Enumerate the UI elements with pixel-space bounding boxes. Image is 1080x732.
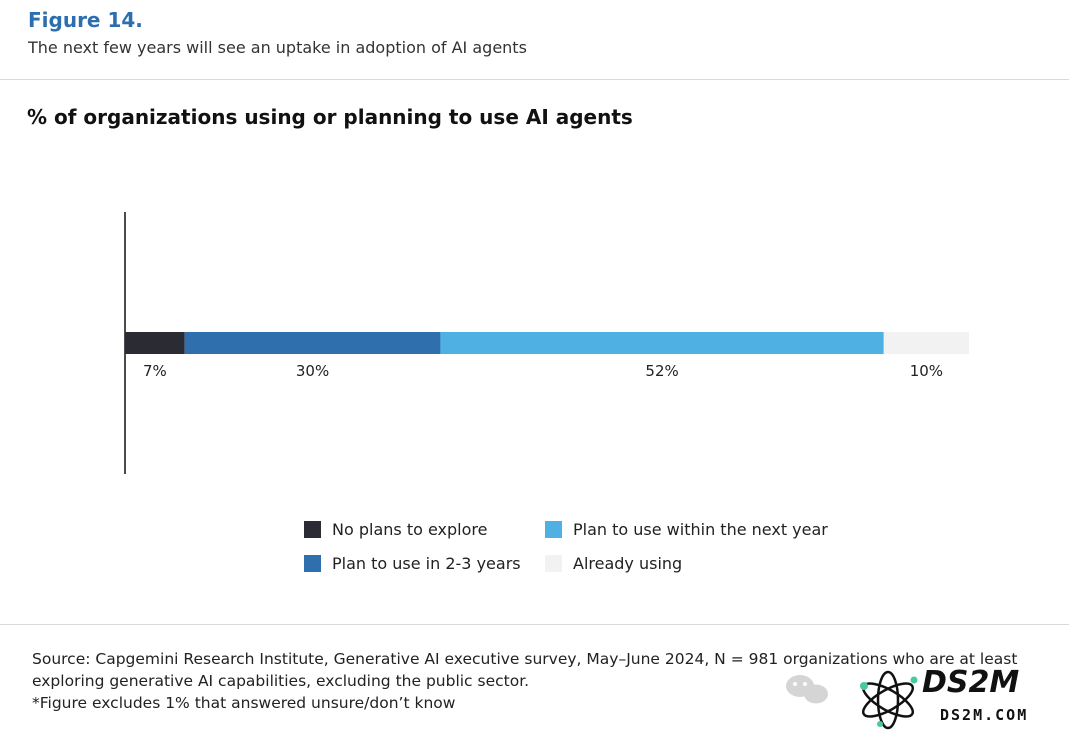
bar-segment-plan-to-use-in-2-3-years: [184, 332, 441, 354]
legend-label: No plans to explore: [332, 520, 488, 539]
bar-segments: [125, 332, 969, 354]
footnote: *Figure excludes 1% that answered unsure…: [32, 694, 456, 712]
figure-subtitle: The next few years will see an uptake in…: [28, 38, 527, 57]
bar-segment-no-plans-to-explore: [125, 332, 185, 354]
legend: No plans to explore Plan to use within t…: [304, 520, 864, 580]
watermark: DS2M DS2M.COM: [786, 665, 1028, 730]
atom-logo-icon: [860, 670, 918, 730]
data-label-no-plans-to-explore: 7%: [143, 362, 167, 380]
legend-label: Plan to use in 2-3 years: [332, 554, 521, 573]
watermark-brand: DS2M: [922, 665, 1019, 700]
legend-item-2-3-years: Plan to use in 2-3 years: [304, 554, 521, 573]
legend-item-next-year: Plan to use within the next year: [545, 520, 828, 539]
bar-segment-already-using: [883, 332, 969, 354]
chart-title: % of organizations using or planning to …: [27, 105, 633, 129]
data-labels: 7% 30% 52% 10%: [143, 362, 943, 380]
stacked-bar-chart: 7% 30% 52% 10%: [124, 212, 969, 474]
source-line-1: Source: Capgemini Research Institute, Ge…: [32, 650, 1018, 668]
top-divider: [0, 79, 1069, 80]
legend-swatch: [545, 521, 562, 538]
legend-item-already-using: Already using: [545, 554, 682, 573]
bar-segment-plan-to-use-within-the-next-year: [440, 332, 884, 354]
legend-item-no-plans: No plans to explore: [304, 520, 487, 539]
figure-label: Figure 14.: [28, 8, 143, 32]
data-label-plan-to-use-within-the-next-year: 52%: [645, 362, 678, 380]
legend-label: Already using: [573, 554, 683, 573]
bottom-divider: [0, 624, 1069, 625]
legend-swatch: [304, 555, 321, 572]
wechat-icon: [786, 675, 828, 704]
legend-swatch: [545, 555, 562, 572]
source-note: Source: Capgemini Research Institute, Ge…: [32, 648, 1032, 714]
legend-label: Plan to use within the next year: [573, 520, 828, 539]
watermark-site: DS2M.COM: [940, 706, 1028, 724]
data-label-already-using: 10%: [910, 362, 943, 380]
legend-swatch: [304, 521, 321, 538]
source-line-2: exploring generative AI capabilities, ex…: [32, 672, 530, 690]
data-label-plan-to-use-in-2-3-years: 30%: [296, 362, 329, 380]
